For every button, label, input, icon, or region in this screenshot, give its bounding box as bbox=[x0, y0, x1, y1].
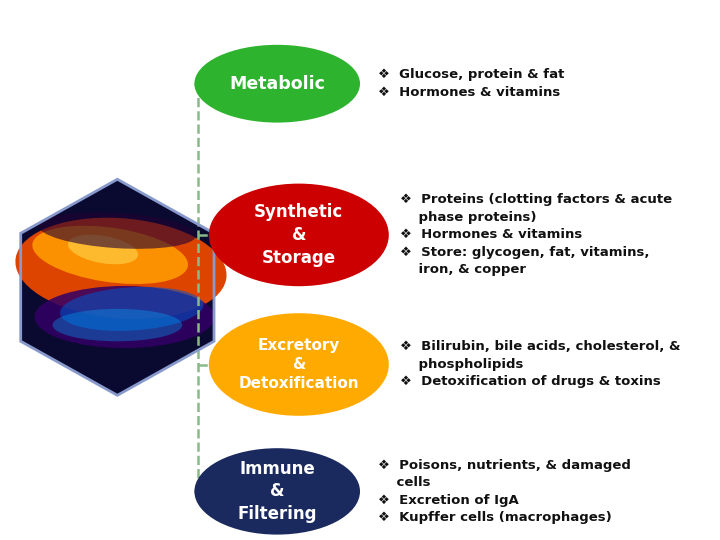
Text: ❖  Poisons, nutrients, & damaged
    cells
❖  Excretion of IgA
❖  Kupffer cells : ❖ Poisons, nutrients, & damaged cells ❖ … bbox=[378, 458, 631, 524]
Ellipse shape bbox=[35, 286, 215, 348]
Text: Immune
&
Filtering: Immune & Filtering bbox=[238, 460, 317, 523]
Ellipse shape bbox=[53, 309, 182, 341]
Ellipse shape bbox=[15, 218, 227, 319]
Text: ❖  Bilirubin, bile acids, cholesterol, &
    phospholipids
❖  Detoxification of : ❖ Bilirubin, bile acids, cholesterol, & … bbox=[400, 341, 680, 388]
Ellipse shape bbox=[209, 184, 389, 286]
Ellipse shape bbox=[209, 313, 389, 416]
Text: ❖  Proteins (clotting factors & acute
    phase proteins)
❖  Hormones & vitamins: ❖ Proteins (clotting factors & acute pha… bbox=[400, 193, 672, 276]
Text: Metabolic: Metabolic bbox=[229, 75, 325, 93]
Ellipse shape bbox=[32, 226, 188, 284]
Text: ❖  Glucose, protein & fat
❖  Hormones & vitamins: ❖ Glucose, protein & fat ❖ Hormones & vi… bbox=[378, 69, 564, 99]
Ellipse shape bbox=[60, 287, 204, 331]
Ellipse shape bbox=[68, 235, 138, 264]
Ellipse shape bbox=[194, 45, 360, 123]
Polygon shape bbox=[21, 179, 214, 395]
Ellipse shape bbox=[38, 212, 197, 249]
Text: Synthetic
&
Storage: Synthetic & Storage bbox=[254, 203, 343, 267]
Text: Excretory
&
Detoxification: Excretory & Detoxification bbox=[238, 338, 359, 391]
Ellipse shape bbox=[194, 448, 360, 535]
